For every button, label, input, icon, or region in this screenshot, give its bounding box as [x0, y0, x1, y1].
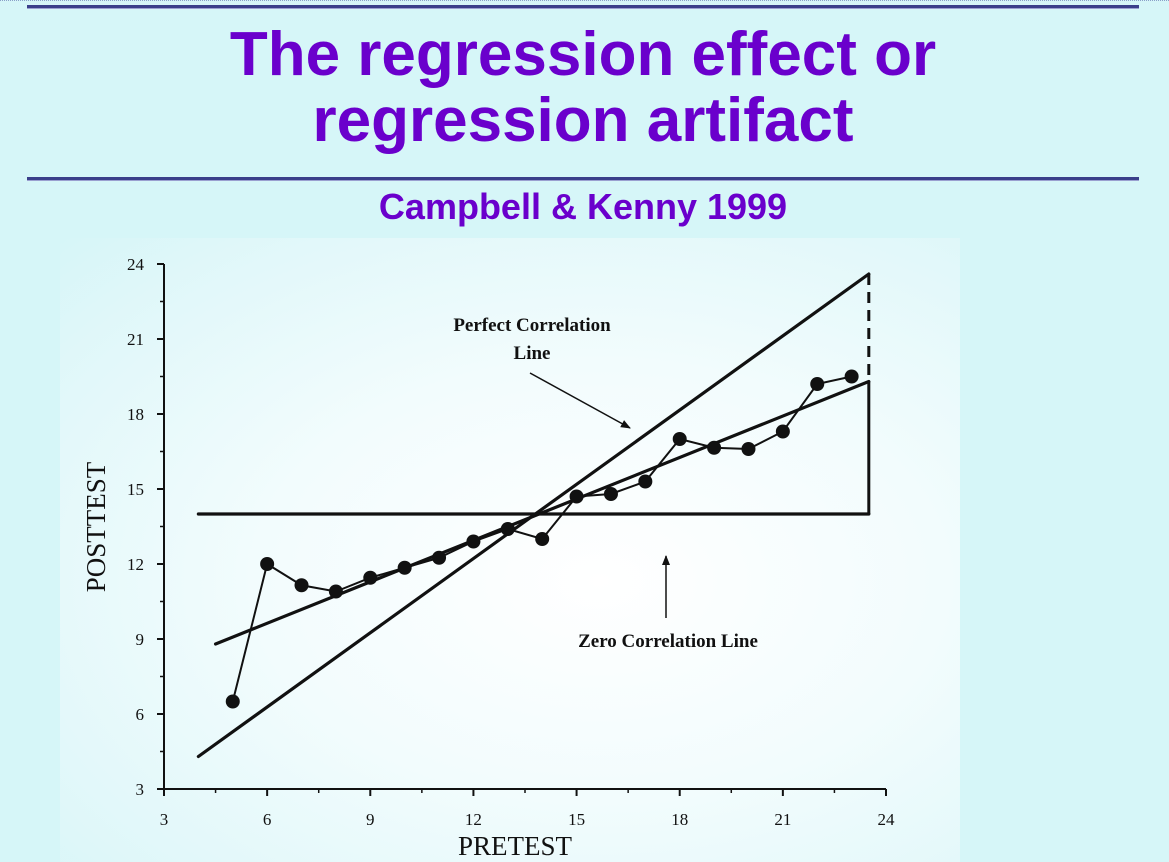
y-tick-label: 6: [136, 705, 145, 724]
data-point: [397, 560, 412, 575]
y-tick-label: 18: [127, 405, 144, 424]
data-point: [225, 694, 240, 709]
data-point: [294, 578, 309, 593]
x-tick-label: 9: [366, 810, 375, 829]
x-tick-label: 3: [160, 810, 169, 829]
slide-title: The regression effect or regression arti…: [27, 22, 1139, 154]
axes: [157, 263, 887, 796]
slide-title-line-2: regression artifact: [312, 86, 854, 155]
y-tick-label: 24: [127, 255, 145, 274]
data-point: [432, 550, 447, 565]
data-point: [466, 534, 481, 549]
data-point: [741, 442, 756, 456]
chart-background: [60, 238, 960, 862]
data-point: [535, 532, 550, 546]
y-tick-label: 9: [136, 630, 145, 649]
x-tick-label: 6: [263, 810, 272, 829]
data-point: [844, 369, 859, 384]
x-tick-label: 21: [774, 810, 791, 829]
y-tick-label: 21: [127, 330, 144, 349]
y-axis-title: POSTTEST: [81, 461, 111, 592]
plot-marks: [196, 272, 871, 759]
top-border: [0, 0, 1169, 3]
perfect-correlation-arrow: [529, 372, 631, 429]
data-point: [363, 570, 378, 585]
y-tick-label: 12: [127, 555, 144, 574]
data-point: [328, 584, 343, 599]
perfect-correlation-label: Perfect Correlation: [453, 315, 611, 336]
data-point: [500, 522, 515, 536]
data-point: [638, 474, 653, 489]
x-tick-label: 24: [878, 810, 896, 829]
y-tick-label: 15: [127, 480, 144, 499]
zero-correlation-label: Zero Correlation Line: [578, 631, 758, 652]
data-point: [260, 557, 275, 571]
data-point: [569, 489, 584, 504]
perfect-correlation-label-line2: Line: [514, 343, 551, 364]
title-bottom-rule: [27, 177, 1139, 180]
title-top-rule: [27, 5, 1139, 8]
data-point: [672, 432, 687, 446]
data-point: [707, 440, 722, 455]
data-point: [603, 487, 618, 501]
y-tick-label: 3: [136, 780, 145, 799]
data-point: [810, 377, 825, 391]
x-axis-title: PRETEST: [458, 831, 573, 861]
chart-labels: 3 6 9 12 15 18 21 24 3 6 9 12 15 18 21 24 PRETEST POSTTES…: [81, 255, 895, 861]
data-point: [775, 424, 790, 439]
x-tick-label: 18: [671, 810, 688, 829]
slide-subtitle: Campbell & Kenny 1999: [378, 186, 788, 227]
x-tick-label: 12: [465, 810, 482, 829]
x-tick-label: 15: [568, 810, 585, 829]
slide-title-line-1: The regression effect or: [229, 20, 937, 89]
